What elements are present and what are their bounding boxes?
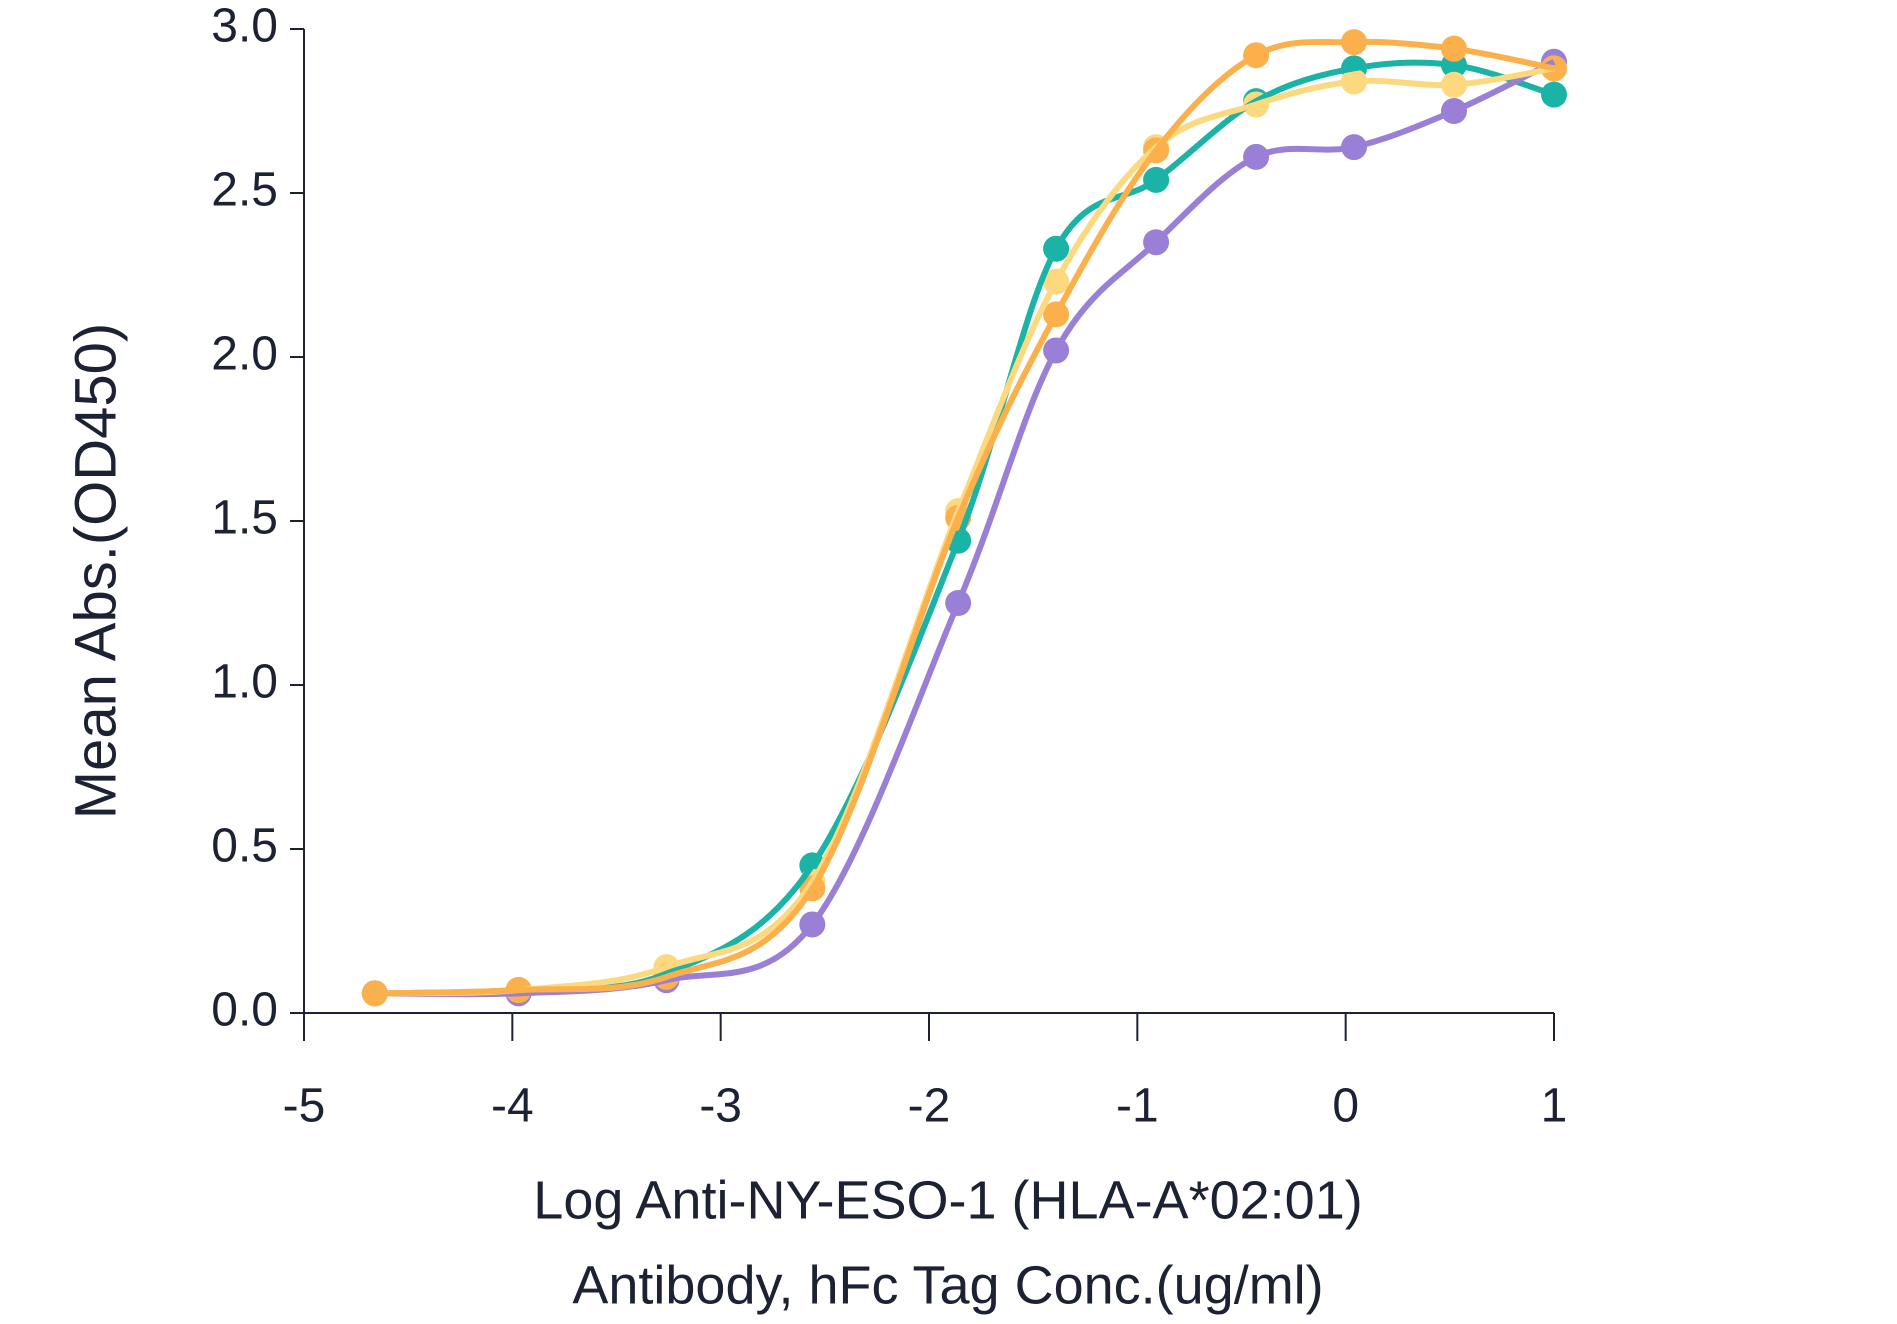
y-axis-title: Mean Abs.(OD450) bbox=[63, 323, 128, 819]
x-tick-label: -5 bbox=[283, 1080, 326, 1133]
x-axis-title: Antibody, hFc Tag Conc.(ug/ml) bbox=[572, 1255, 1323, 1315]
series-line bbox=[374, 38, 1555, 997]
y-tick-label: 0.5 bbox=[211, 820, 278, 873]
y-tick-label: 2.5 bbox=[211, 164, 278, 217]
y-tick-label: 1.5 bbox=[211, 492, 278, 545]
series-line bbox=[374, 65, 1555, 997]
x-tick-label: -3 bbox=[699, 1080, 742, 1133]
x-tick-label: -2 bbox=[908, 1080, 951, 1133]
series-line bbox=[374, 59, 1555, 997]
x-tick-label: 0 bbox=[1332, 1080, 1359, 1133]
x-tick-label: -4 bbox=[491, 1080, 534, 1133]
y-tick-label: 3.0 bbox=[211, 0, 278, 53]
x-tick-label: -1 bbox=[1116, 1080, 1159, 1133]
y-tick-label: 1.0 bbox=[211, 656, 278, 709]
y-tick-label: 2.0 bbox=[211, 328, 278, 381]
x-axis-title: Log Anti-NY-ESO-1 (HLA-A*02:01) bbox=[533, 1170, 1362, 1230]
y-tick-label: 0.0 bbox=[211, 984, 278, 1037]
x-tick-label: 1 bbox=[1541, 1080, 1568, 1133]
